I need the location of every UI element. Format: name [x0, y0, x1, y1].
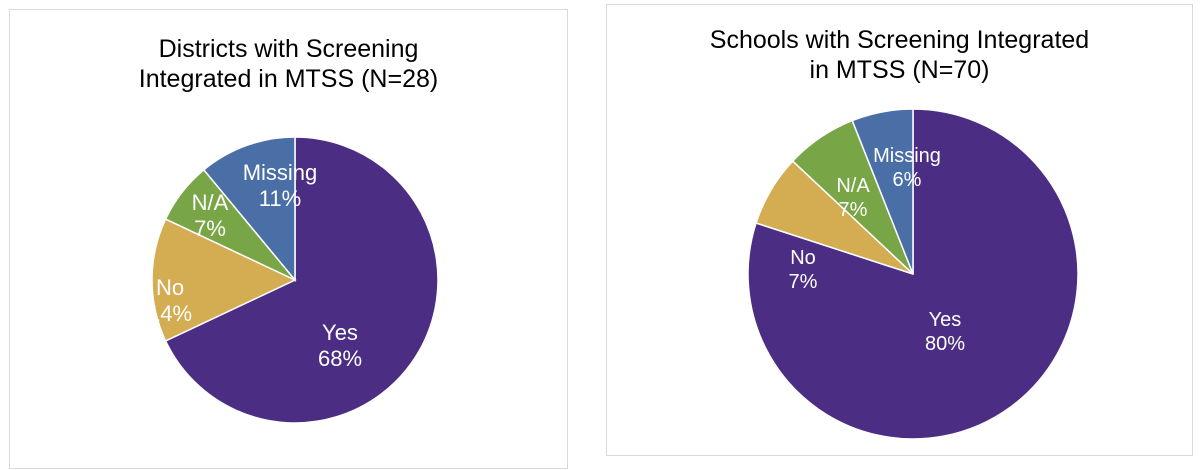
chart-title-line-2: in MTSS (N=70): [809, 56, 990, 84]
slice-label-missing: Missing: [873, 145, 941, 167]
slice-label-yes: Yes: [929, 309, 962, 331]
slice-value-n-a: 7%: [839, 199, 868, 221]
slice-value-n-a: 7%: [194, 216, 226, 241]
chart-title: Schools with Screening Integrated in MTS…: [607, 25, 1192, 85]
chart-title-line-1: Schools with Screening Integrated: [709, 26, 1090, 54]
pie-slice-no: [151, 218, 297, 342]
slice-value-missing: 6%: [893, 169, 922, 191]
pie-slice-yes: [747, 108, 1079, 440]
slice-label-missing: Missing: [243, 160, 318, 185]
slice-value-missing: 11%: [259, 186, 301, 211]
slice-value-no: 7%: [789, 271, 818, 293]
pie-slice-missing: [851, 108, 914, 275]
slice-label-no: No: [790, 247, 816, 269]
chart-title-line-2: Integrated in MTSS (N=28): [138, 65, 439, 93]
chart-panel-schools: Schools with Screening Integrated in MTS…: [606, 4, 1193, 456]
chart-title: Districts with Screening Integrated in M…: [10, 34, 567, 94]
slice-value-yes: 68%: [318, 346, 362, 371]
chart-panel-districts: Districts with Screening Integrated in M…: [9, 9, 568, 469]
slice-label-yes: Yes: [322, 320, 358, 345]
pie-slice-yes: [164, 136, 439, 424]
chart-title-line-1: Districts with Screening: [158, 35, 419, 63]
slice-label-n-a: N/A: [836, 175, 870, 197]
slice-value-no: 14%: [148, 301, 192, 326]
slice-label-n-a: N/A: [192, 190, 229, 215]
slice-value-yes: 80%: [925, 333, 965, 355]
slice-label-no: No: [156, 275, 184, 300]
pie-slice-missing: [202, 136, 296, 283]
